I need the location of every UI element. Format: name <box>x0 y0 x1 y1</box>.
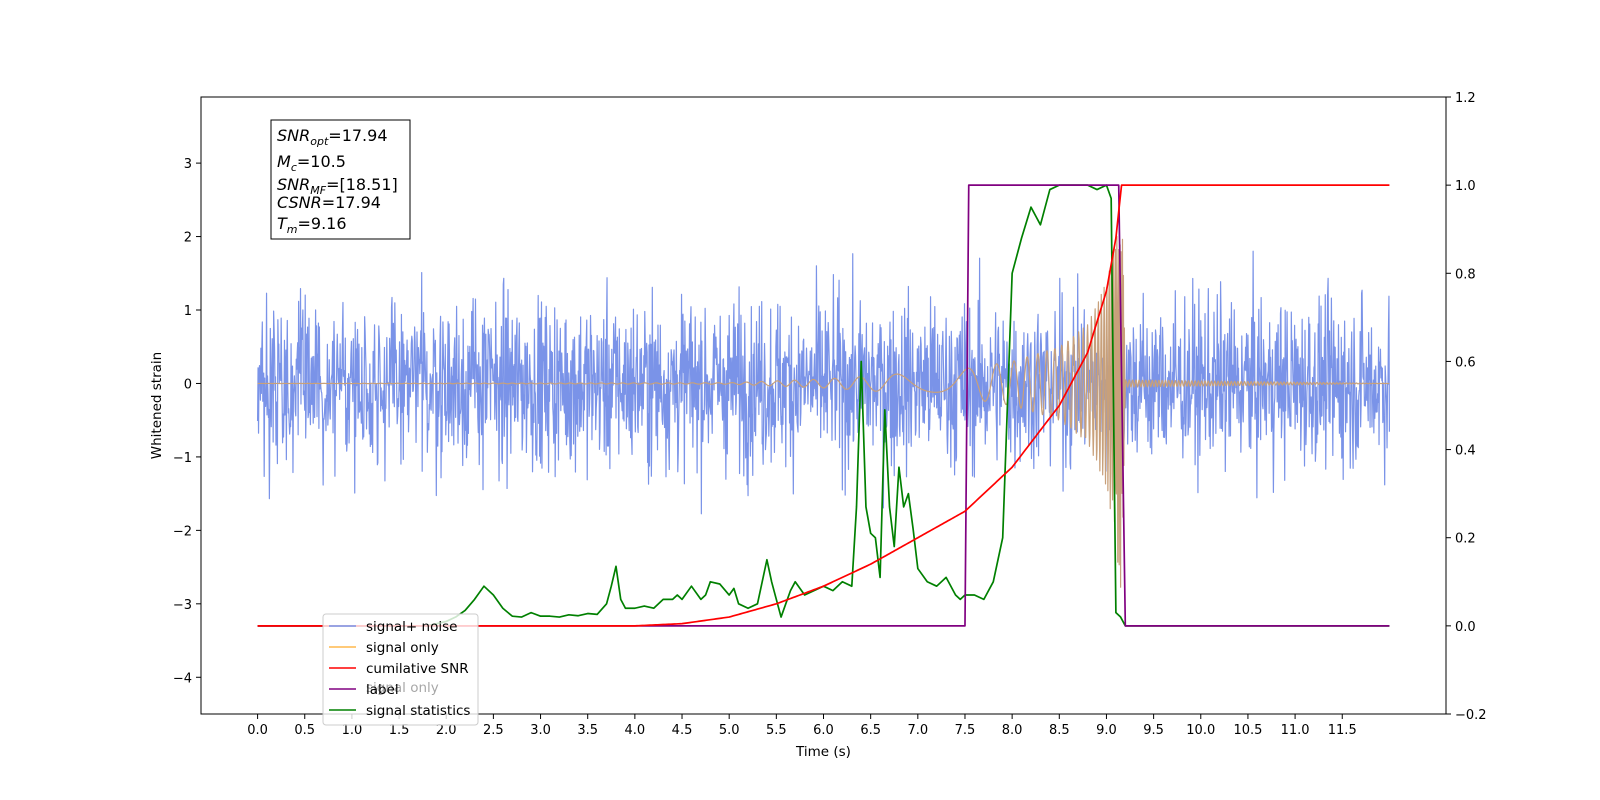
x-tick-label: 5.0 <box>719 723 740 738</box>
y-tick-label: −3 <box>173 598 192 613</box>
legend-label-signal-only: signal only <box>366 640 439 656</box>
x-tick-label: 1.0 <box>342 723 363 738</box>
x-tick-label: 10.0 <box>1186 723 1215 738</box>
x-tick-label: 6.5 <box>860 723 881 738</box>
y2-tick-label: 1.2 <box>1455 91 1476 106</box>
y2-tick-label: 0.6 <box>1455 355 1476 370</box>
x-tick-label: 2.0 <box>436 723 457 738</box>
annotation-line-mc: Mc=10.5 <box>277 152 346 174</box>
x-tick-label: 8.5 <box>1049 723 1070 738</box>
y2-tick-label: −0.2 <box>1455 708 1487 723</box>
annotation-line-snr-opt: SNRopt=17.94 <box>277 126 388 148</box>
legend-label-signal-noise: signal+ noise <box>366 619 457 635</box>
x-tick-label: 1.5 <box>389 723 410 738</box>
y-tick-label: −2 <box>173 524 192 539</box>
series-signal-only <box>257 235 1390 588</box>
legend-label-label: label <box>366 682 399 698</box>
annotation-box-frame <box>270 119 411 240</box>
y2-tick-label: 0.2 <box>1455 532 1476 547</box>
legend-label-signal-statistics: signal statistics <box>366 703 470 719</box>
x-tick-label: 4.0 <box>625 723 646 738</box>
axes-layer: 0.0 0.5 1.0 1.5 2.0 2.5 3.0 3.5 4.0 4.5 5.0 5.5 6.0 6… <box>149 91 1487 760</box>
x-tick-label: 4.5 <box>672 723 693 738</box>
x-tick-label: 5.5 <box>766 723 787 738</box>
x-tick-label: 11.5 <box>1328 723 1357 738</box>
y-tick-label: 0 <box>184 377 192 392</box>
y2-tick-label: 0.0 <box>1455 620 1476 635</box>
x-tick-label: 7.0 <box>907 723 928 738</box>
x-tick-label: 0.0 <box>247 723 268 738</box>
series-signal-noise <box>256 250 1391 515</box>
x-tick-label: 6.0 <box>813 723 834 738</box>
annotation-line-tm: Tm=9.16 <box>277 214 347 236</box>
annotation-box: SNRopt=17.94 Mc=10.5 SNRMF=[18.51] CSNR=… <box>270 119 411 240</box>
x-tick-label: 3.5 <box>577 723 598 738</box>
y2-tick-label: 1.0 <box>1455 179 1476 194</box>
series-layer <box>256 184 1391 627</box>
legend-label-cumulative-snr: cumilative SNR <box>366 661 469 677</box>
x-tick-label: 7.5 <box>955 723 976 738</box>
y-tick-label: 2 <box>184 231 192 246</box>
legend-frame <box>322 613 479 726</box>
y-tick-label: 3 <box>184 157 192 172</box>
y-axis-label: Whitened strain <box>149 352 165 459</box>
y2-tick-label: 0.4 <box>1455 444 1476 459</box>
y-tick-label: −4 <box>173 671 192 686</box>
x-tick-label: 0.5 <box>294 723 315 738</box>
x-tick-label: 3.0 <box>530 723 551 738</box>
y-tick-label: 1 <box>184 304 192 319</box>
y2-tick-label: 0.8 <box>1455 267 1476 282</box>
x-tick-label: 2.5 <box>483 723 504 738</box>
x-tick-label: 10.5 <box>1233 723 1262 738</box>
annotation-line-csnr: CSNR=17.94 <box>277 193 381 212</box>
series-label <box>257 184 1390 627</box>
y-tick-label: −1 <box>173 451 192 466</box>
legend: signal only signal+ noise signal only cu… <box>322 613 479 726</box>
annotation-line-snr-mf: SNRMF=[18.51] <box>277 175 398 197</box>
x-tick-label: 8.0 <box>1002 723 1023 738</box>
x-tick-label: 9.0 <box>1096 723 1117 738</box>
x-tick-label: 11.0 <box>1281 723 1310 738</box>
series-signal-statistics <box>257 184 1390 627</box>
x-tick-label: 9.5 <box>1143 723 1164 738</box>
legend-overlapped-text: signal only <box>366 680 439 696</box>
x-axis-label: Time (s) <box>795 744 851 760</box>
